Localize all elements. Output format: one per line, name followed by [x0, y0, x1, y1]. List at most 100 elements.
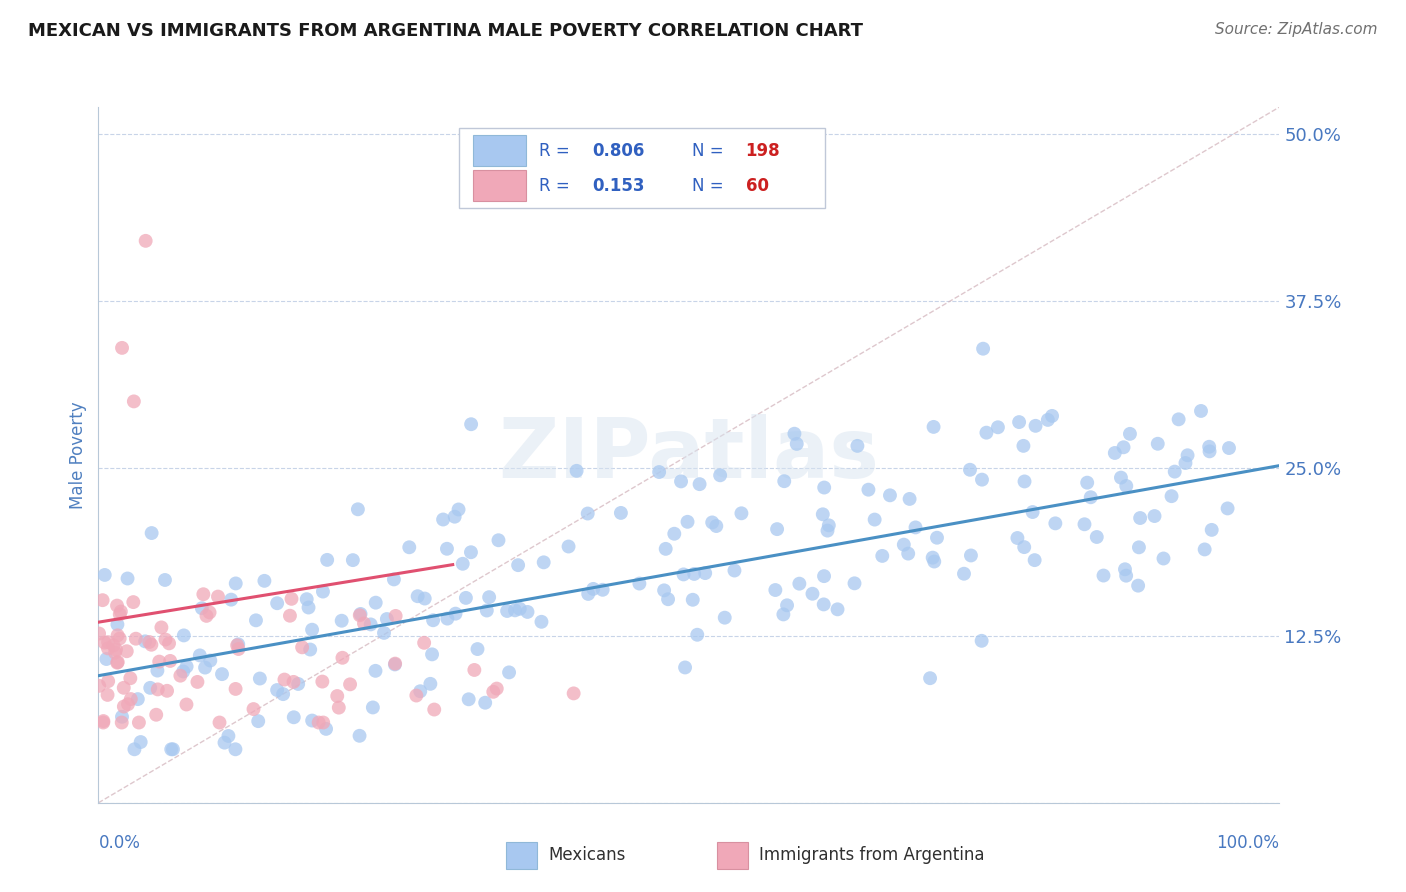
Point	[904, 520, 927, 534]
Point	[226, 637, 249, 651]
Point	[219, 592, 242, 607]
Text: N =: N =	[693, 177, 724, 194]
Point	[195, 608, 218, 623]
Point	[176, 698, 198, 712]
Point	[1115, 568, 1137, 582]
Point	[291, 640, 314, 655]
Point	[858, 483, 880, 497]
Point	[194, 660, 217, 674]
Point	[141, 638, 163, 652]
Point	[211, 667, 233, 681]
Point	[120, 692, 142, 706]
Point	[863, 512, 886, 526]
Point	[976, 425, 998, 440]
Point	[153, 573, 176, 587]
Point	[922, 555, 945, 569]
Point	[921, 550, 943, 565]
Point	[93, 635, 115, 649]
Point	[920, 671, 942, 685]
Point	[783, 426, 806, 441]
Point	[1021, 505, 1043, 519]
Point	[155, 632, 177, 647]
Point	[308, 715, 330, 730]
Point	[124, 742, 146, 756]
Point	[1119, 426, 1142, 441]
Point	[297, 600, 319, 615]
Point	[112, 681, 135, 695]
Point	[454, 591, 477, 605]
Point	[463, 663, 485, 677]
Point	[247, 714, 270, 728]
Point	[1160, 489, 1182, 503]
Point	[530, 615, 553, 629]
Point	[972, 342, 994, 356]
Text: Mexicans: Mexicans	[548, 847, 626, 864]
Point	[420, 648, 443, 662]
Point	[562, 686, 585, 700]
Point	[224, 742, 246, 756]
Point	[225, 681, 247, 696]
Point	[689, 477, 711, 491]
Point	[713, 610, 735, 624]
Point	[467, 642, 489, 657]
Text: R =: R =	[538, 177, 569, 194]
Text: Source: ZipAtlas.com: Source: ZipAtlas.com	[1215, 22, 1378, 37]
Point	[496, 604, 519, 618]
Point	[503, 603, 526, 617]
Point	[1076, 475, 1098, 490]
Point	[565, 464, 588, 478]
Point	[557, 540, 579, 554]
Point	[160, 742, 183, 756]
Point	[384, 657, 406, 671]
Point	[97, 635, 120, 649]
Point	[145, 707, 167, 722]
Point	[200, 654, 222, 668]
Point	[107, 628, 129, 642]
Point	[157, 636, 180, 650]
Point	[283, 674, 305, 689]
Point	[789, 576, 811, 591]
Point	[148, 655, 170, 669]
Point	[373, 626, 395, 640]
Point	[1112, 440, 1135, 454]
Point	[382, 573, 405, 587]
Point	[478, 590, 501, 604]
Point	[413, 636, 436, 650]
Point	[482, 685, 505, 699]
Point	[702, 516, 724, 530]
Point	[89, 679, 111, 693]
Point	[105, 656, 128, 670]
Point	[349, 607, 371, 621]
Point	[730, 506, 752, 520]
Point	[141, 526, 163, 541]
Point	[316, 553, 339, 567]
Point	[405, 689, 427, 703]
Point	[112, 699, 135, 714]
Point	[287, 677, 309, 691]
Point	[278, 608, 301, 623]
Point	[97, 641, 120, 656]
Point	[1201, 523, 1223, 537]
Point	[330, 614, 353, 628]
Point	[332, 650, 354, 665]
Point	[897, 547, 920, 561]
FancyBboxPatch shape	[472, 135, 526, 166]
Point	[460, 545, 482, 559]
Point	[592, 582, 614, 597]
Point	[669, 475, 692, 489]
Point	[146, 664, 169, 678]
Point	[1194, 542, 1216, 557]
Point	[1153, 551, 1175, 566]
Point	[922, 420, 945, 434]
Point	[610, 506, 633, 520]
Point	[139, 681, 162, 695]
Point	[813, 481, 835, 495]
Point	[925, 531, 948, 545]
Point	[253, 574, 276, 588]
Point	[217, 729, 239, 743]
Point	[419, 677, 441, 691]
Point	[682, 592, 704, 607]
Point	[312, 584, 335, 599]
Point	[228, 642, 250, 657]
Point	[349, 608, 371, 623]
